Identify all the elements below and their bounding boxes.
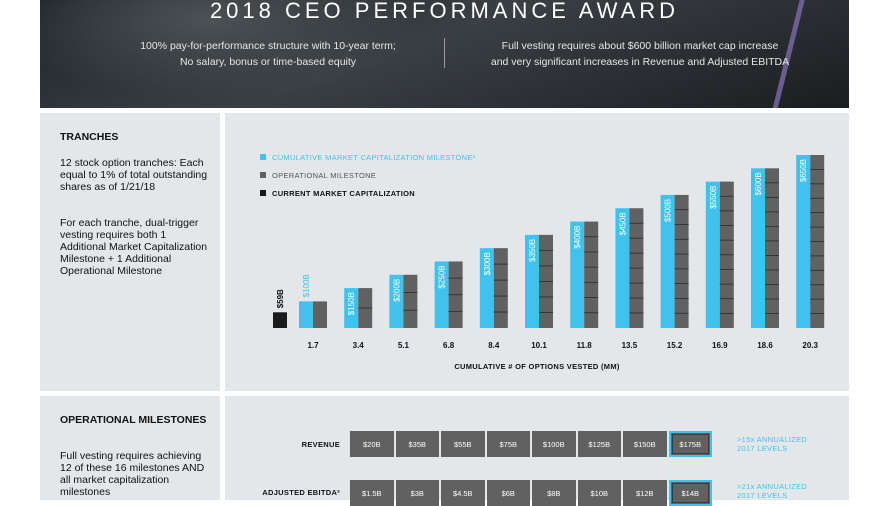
header-right-line: Full vesting requires about $600 billion… — [501, 40, 779, 52]
revenue-cell: $55B — [441, 431, 485, 457]
revenue-cell: $35B — [395, 431, 439, 457]
operational-title: OPERATIONAL MILESTONES — [60, 414, 207, 426]
legend-operational: OPERATIONAL MILESTONE — [260, 171, 376, 180]
header-banner: 2018 CEO PERFORMANCE AWARD 100% pay-for-… — [40, 0, 849, 108]
ebitda-cell: $12B — [623, 480, 667, 506]
revenue-cell-highlight: $175B — [668, 431, 712, 457]
revenue-cell: $75B — [486, 431, 530, 457]
revenue-row-label: REVENUE — [301, 440, 340, 449]
ebitda-cell: $1.5B — [350, 480, 394, 506]
legend-market-cap: CUMULATIVE MARKET CAPITALIZATION MILESTO… — [260, 153, 475, 162]
header-left-text: 100% pay-for-performance structure with … — [88, 38, 448, 70]
header-left-line: No salary, bonus or time-based equity — [179, 56, 357, 68]
legend-swatch — [260, 190, 266, 196]
operational-text: Full vesting requires achieving 12 of th… — [60, 450, 205, 498]
operational-panel: OPERATIONAL MILESTONES Full vesting requ… — [40, 396, 220, 500]
legend-label: OPERATIONAL MILESTONE — [272, 171, 377, 180]
header-right-line: and very significant increases in Revenu… — [490, 56, 790, 68]
page-title: 2018 CEO PERFORMANCE AWARD — [209, 0, 680, 23]
ebitda-note-line: >21x ANNUALIZED — [737, 482, 808, 491]
revenue-cell: $125B — [577, 431, 621, 457]
revenue-cell: $100B — [532, 431, 576, 457]
ebitda-cell: $10B — [577, 480, 621, 506]
legend-label: CUMULATIVE MARKET CAPITALIZATION MILESTO… — [272, 153, 476, 162]
revenue-cell: $20B — [350, 431, 394, 457]
legend-label: CURRENT MARKET CAPITALIZATION — [272, 189, 415, 198]
chart-x-axis-label: CUMULATIVE # OF OPTIONS VESTED (MM) — [454, 362, 620, 371]
revenue-note-line: >15x ANNUALIZED — [737, 435, 808, 444]
ebitda-cell: $3B — [395, 480, 439, 506]
revenue-cell: $150B — [623, 431, 667, 457]
revenue-row: $20B $35B $55B $75B $100B $125B $150B $1… — [350, 431, 712, 457]
tranches-text-2: For each tranche, dual-trigger vesting r… — [60, 217, 208, 277]
tranches-title: TRANCHES — [60, 131, 119, 143]
ebitda-cell: $6B — [486, 480, 530, 506]
ebitda-note-line: 2017 LEVELS — [737, 491, 788, 500]
header-left-line: 100% pay-for-performance structure with … — [140, 40, 396, 52]
tranches-panel: TRANCHES 12 stock option tranches: Each … — [40, 113, 220, 391]
revenue-note-line: 2017 LEVELS — [737, 444, 788, 453]
revenue-note: >15x ANNUALIZED 2017 LEVELS — [737, 435, 807, 453]
legend-swatch — [260, 172, 266, 178]
ebitda-row-label: ADJUSTED EBITDA² — [262, 488, 340, 497]
tranches-text-1: 12 stock option tranches: Each equal to … — [60, 157, 208, 193]
legend-swatch — [260, 154, 266, 160]
ebitda-cell: $4.5B — [441, 480, 485, 506]
legend-current: CURRENT MARKET CAPITALIZATION — [260, 189, 415, 198]
header-divider — [444, 38, 445, 68]
ebitda-cell-highlight: $14B — [668, 480, 712, 506]
ebitda-note: >21x ANNUALIZED 2017 LEVELS — [737, 482, 807, 500]
ebitda-cell: $8B — [532, 480, 576, 506]
ebitda-row: $1.5B $3B $4.5B $6B $8B $10B $12B $14B — [350, 480, 712, 506]
header-right-text: Full vesting requires about $600 billion… — [460, 38, 820, 70]
